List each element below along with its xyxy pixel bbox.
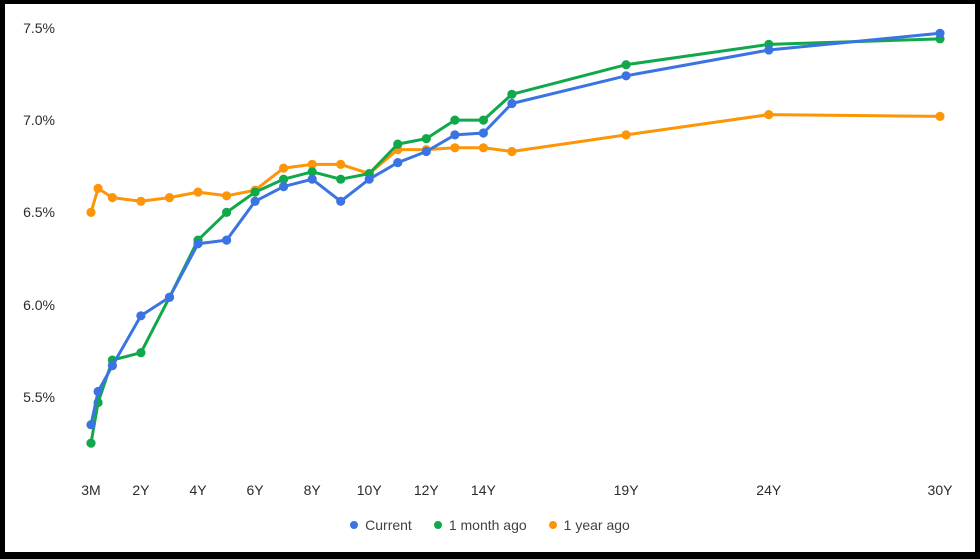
x-tick-label: 12Y bbox=[413, 482, 439, 498]
data-point-marker[interactable] bbox=[507, 98, 517, 109]
data-point-marker[interactable] bbox=[478, 115, 488, 125]
series-line-current bbox=[89, 31, 942, 427]
data-point-marker[interactable] bbox=[935, 28, 945, 38]
legend-marker-icon bbox=[350, 521, 359, 529]
data-point-marker[interactable] bbox=[507, 146, 517, 157]
x-tick-label: 4Y bbox=[189, 482, 207, 498]
data-point-marker[interactable] bbox=[279, 182, 289, 192]
legend-item-1-year-ago[interactable]: 1 year ago bbox=[548, 517, 630, 533]
x-tick-label: 19Y bbox=[613, 482, 639, 498]
data-point-marker[interactable] bbox=[86, 207, 96, 217]
y-tick-label: 7.0% bbox=[23, 112, 55, 129]
data-point-marker[interactable] bbox=[421, 134, 431, 144]
data-point-marker[interactable] bbox=[393, 158, 403, 168]
x-tick-label: 8Y bbox=[303, 482, 321, 498]
x-tick-label: 10Y bbox=[356, 482, 382, 498]
x-tick-label: 30Y bbox=[927, 482, 953, 498]
data-point-marker[interactable] bbox=[107, 193, 117, 203]
data-point-marker[interactable] bbox=[86, 420, 96, 430]
data-point-marker[interactable] bbox=[336, 159, 346, 169]
legend-item-current[interactable]: Current bbox=[350, 517, 412, 533]
y-tick-label: 6.5% bbox=[23, 204, 55, 221]
data-point-marker[interactable] bbox=[193, 187, 203, 197]
data-point-marker[interactable] bbox=[86, 438, 96, 448]
x-tick-label: 24Y bbox=[756, 482, 782, 498]
data-point-marker[interactable] bbox=[136, 196, 146, 206]
legend-label: 1 month ago bbox=[448, 517, 527, 533]
data-point-marker[interactable] bbox=[450, 130, 460, 140]
data-point-marker[interactable] bbox=[136, 348, 146, 358]
legend-label: Current bbox=[365, 517, 412, 533]
x-tick-label: 14Y bbox=[470, 482, 496, 498]
data-point-marker[interactable] bbox=[193, 239, 203, 249]
data-point-marker[interactable] bbox=[307, 159, 317, 169]
legend-marker-icon bbox=[433, 521, 442, 529]
data-point-marker[interactable] bbox=[764, 45, 774, 55]
legend-item-1-month-ago[interactable]: 1 month ago bbox=[433, 517, 527, 533]
data-point-marker[interactable] bbox=[364, 174, 374, 184]
data-point-marker[interactable] bbox=[507, 89, 517, 99]
data-point-marker[interactable] bbox=[222, 235, 232, 245]
y-tick-label: 5.5% bbox=[23, 389, 55, 405]
data-point-marker[interactable] bbox=[250, 187, 260, 197]
legend-marker-icon bbox=[548, 521, 557, 529]
series-line-1-month-ago bbox=[89, 37, 942, 445]
series-current bbox=[86, 28, 945, 430]
data-point-marker[interactable] bbox=[621, 71, 631, 81]
series-1-year-ago bbox=[86, 110, 945, 217]
data-point-marker[interactable] bbox=[250, 196, 260, 206]
data-point-marker[interactable] bbox=[107, 361, 117, 371]
y-tick-label: 7.5% bbox=[23, 19, 55, 36]
series-line-1-year-ago bbox=[89, 113, 942, 214]
data-point-marker[interactable] bbox=[164, 193, 175, 203]
data-point-marker[interactable] bbox=[307, 174, 317, 184]
data-point-marker[interactable] bbox=[478, 143, 488, 153]
data-point-marker[interactable] bbox=[222, 207, 232, 217]
data-point-marker[interactable] bbox=[478, 128, 488, 138]
data-point-marker[interactable] bbox=[336, 196, 346, 206]
data-point-marker[interactable] bbox=[164, 292, 175, 302]
data-point-marker[interactable] bbox=[421, 146, 431, 157]
legend-label: 1 year ago bbox=[563, 517, 630, 533]
y-tick-label: 6.0% bbox=[23, 296, 55, 313]
data-point-marker[interactable] bbox=[336, 174, 346, 184]
data-point-marker[interactable] bbox=[621, 130, 631, 140]
data-point-marker[interactable] bbox=[450, 115, 460, 125]
data-point-marker[interactable] bbox=[621, 60, 631, 70]
data-point-marker[interactable] bbox=[935, 111, 945, 121]
data-point-marker[interactable] bbox=[307, 167, 317, 177]
data-point-marker[interactable] bbox=[93, 183, 103, 193]
data-point-marker[interactable] bbox=[93, 386, 103, 397]
x-tick-label: 6Y bbox=[246, 482, 264, 498]
data-point-marker[interactable] bbox=[279, 163, 289, 173]
x-tick-label: 3M bbox=[81, 482, 101, 498]
chart-legend: Current 1 month ago 1 year ago bbox=[5, 514, 975, 536]
data-point-marker[interactable] bbox=[222, 191, 232, 201]
data-point-marker[interactable] bbox=[764, 110, 774, 120]
data-point-marker[interactable] bbox=[279, 174, 289, 184]
x-tick-label: 2Y bbox=[132, 482, 150, 498]
data-point-marker[interactable] bbox=[450, 143, 460, 153]
data-point-marker[interactable] bbox=[393, 139, 403, 149]
data-point-marker[interactable] bbox=[136, 311, 146, 321]
